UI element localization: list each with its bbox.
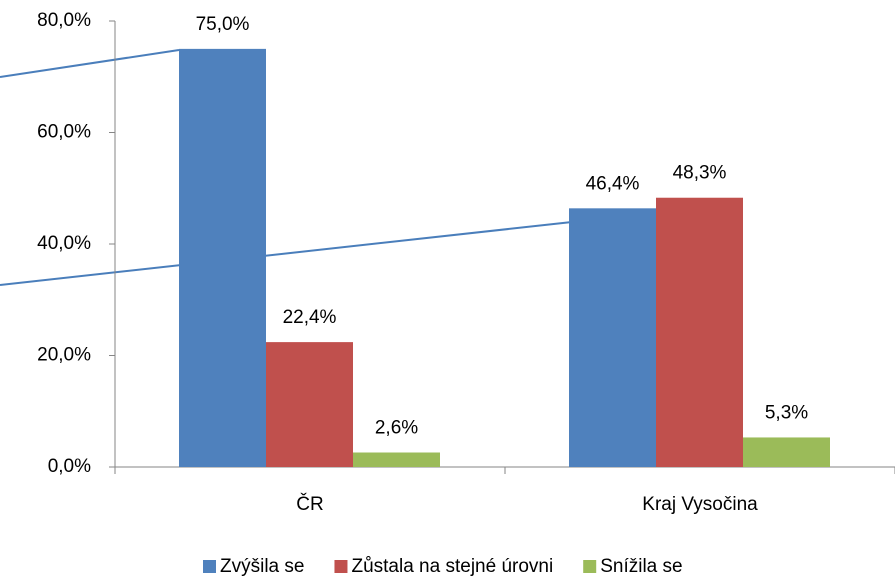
legend-swatch [583,560,597,573]
value-label: 48,3% [673,163,727,184]
x-tick-label: Kraj Vysočina [642,494,758,515]
y-tick-label: 20,0% [37,345,91,366]
legend-swatch [334,560,348,573]
bar [353,452,440,467]
value-label: 75,0% [196,14,250,35]
legend-label: Zvýšila se [220,556,304,577]
y-tick-label: 60,0% [37,122,91,143]
bar [179,48,266,467]
value-label: 5,3% [765,402,808,423]
bar [569,208,656,467]
callout-line [0,49,180,78]
legend-swatch [203,560,216,573]
x-tick-label: ČR [296,493,323,515]
legend-label: Snížila se [600,556,682,577]
value-label: 22,4% [283,307,337,328]
value-label: 46,4% [586,173,640,194]
bar [656,197,743,468]
bar [266,342,353,467]
value-label: 2,6% [375,418,418,439]
callout-line [0,221,573,286]
legend-label: Zůstala na stejné úrovni [351,556,553,577]
bar [743,437,830,467]
y-tick-label: 80,0% [37,10,91,31]
y-tick-label: 40,0% [37,233,91,254]
y-tick-label: 0,0% [48,456,91,477]
